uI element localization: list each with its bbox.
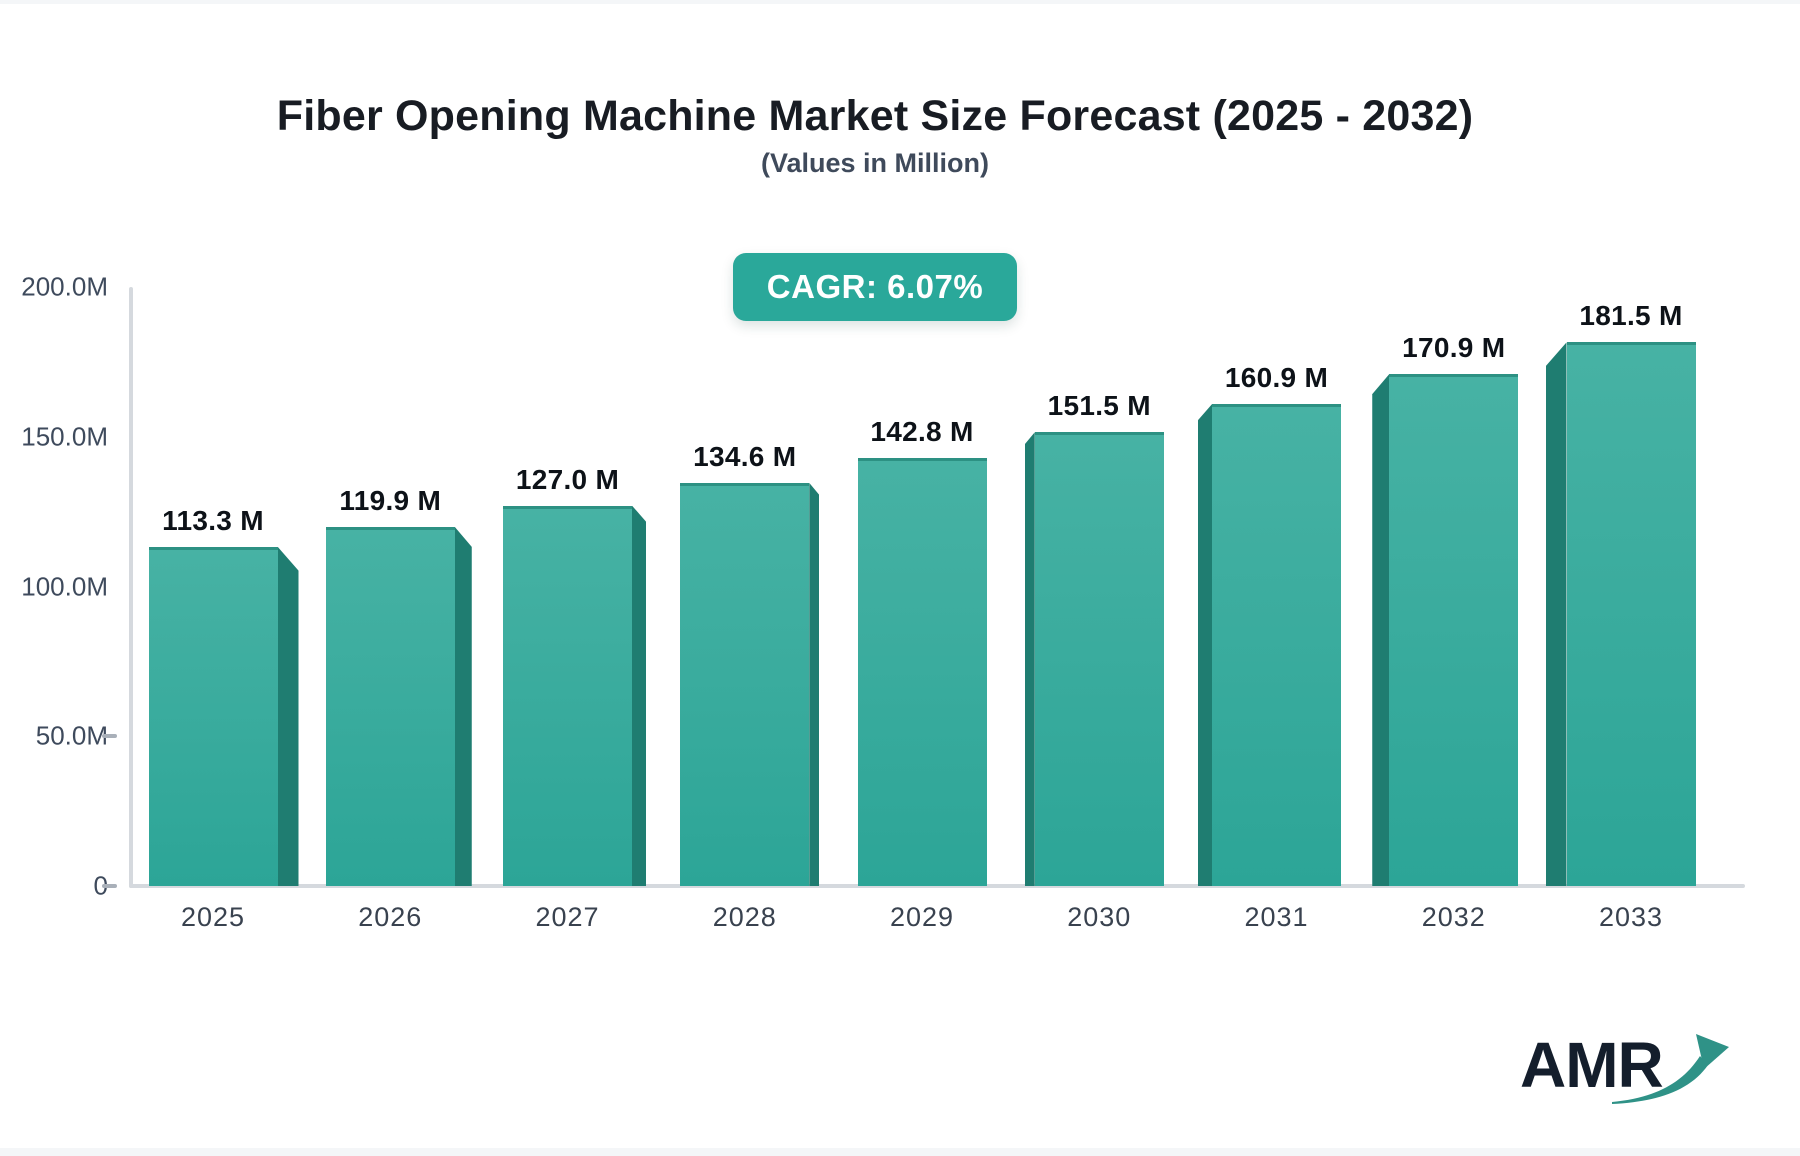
bar-value-label-2030: 151.5 M <box>1047 390 1151 422</box>
x-tick-label-2033: 2033 <box>1598 902 1664 932</box>
x-tick-label-2030: 2030 <box>1067 902 1132 932</box>
top-edge-strip <box>0 0 1800 4</box>
x-tick-label-2032: 2032 <box>1421 902 1486 932</box>
bar-side-2028 <box>809 482 820 886</box>
bar-value-label-2025: 113.3 M <box>162 504 264 536</box>
bar-value-label-2032: 170.9 M <box>1402 332 1506 364</box>
cagr-badge-row: CAGR: 6.07% <box>0 253 1750 321</box>
bar-side-2026 <box>454 526 472 886</box>
page-subtitle: (Values in Million) <box>760 148 990 178</box>
cagr-badge: CAGR: 6.07% <box>732 253 1018 321</box>
bar-value-label-2026: 119.9 M <box>339 484 442 516</box>
amr-logo: AMR <box>1520 1028 1740 1118</box>
x-tick-label-2028: 2028 <box>712 902 777 932</box>
bar-side-2033 <box>1545 342 1567 886</box>
bar-value-label-2027: 127.0 M <box>515 463 620 495</box>
bar-2033 <box>1566 342 1696 886</box>
y-axis-line <box>129 287 133 888</box>
x-tick-label-2029: 2029 <box>889 902 955 932</box>
bar-value-label-2031: 160.9 M <box>1224 362 1329 394</box>
y-axis-label-50.0M: 50.0M <box>35 720 108 751</box>
bar-2032 <box>1389 374 1519 886</box>
bar-2029 <box>857 458 987 886</box>
bar-side-2031 <box>1198 404 1212 886</box>
bar-side-2027 <box>632 505 646 886</box>
x-tick-label-2026: 2026 <box>358 902 423 932</box>
x-tick-label-2025: 2025 <box>180 902 246 932</box>
bar-side-2032 <box>1372 374 1390 886</box>
bar-side-2030 <box>1024 432 1035 886</box>
bar-2026 <box>325 526 455 886</box>
bar-2028 <box>680 482 810 886</box>
amr-arrow-icon <box>1612 1034 1729 1104</box>
page-title: Fiber Opening Machine Market Size Foreca… <box>276 92 1474 140</box>
x-axis-line <box>129 884 1745 888</box>
amr-logo-text: AMR <box>1520 1029 1664 1101</box>
y-axis-label-0: 0 <box>93 870 108 901</box>
y-axis-label-100.0M: 100.0M <box>21 571 108 601</box>
y-axis-label-200.0M: 200.0M <box>21 271 108 302</box>
y-axis-tick <box>102 884 117 888</box>
bar-2025 <box>148 546 278 886</box>
bar-side-2025 <box>277 546 299 886</box>
bar-value-label-2028: 134.6 M <box>693 440 797 472</box>
bottom-edge-strip <box>0 1148 1800 1156</box>
bar-2027 <box>503 505 632 886</box>
bar-2031 <box>1212 404 1341 886</box>
bar-value-label-2029: 142.8 M <box>870 416 974 448</box>
x-tick-label-2027: 2027 <box>535 902 600 932</box>
y-axis-label-150.0M: 150.0M <box>21 421 108 452</box>
bar-value-label-2033: 181.5 M <box>1579 300 1683 332</box>
y-axis-tick <box>102 734 117 739</box>
x-tick-label-2031: 2031 <box>1244 902 1309 932</box>
bar-2030 <box>1034 432 1164 886</box>
